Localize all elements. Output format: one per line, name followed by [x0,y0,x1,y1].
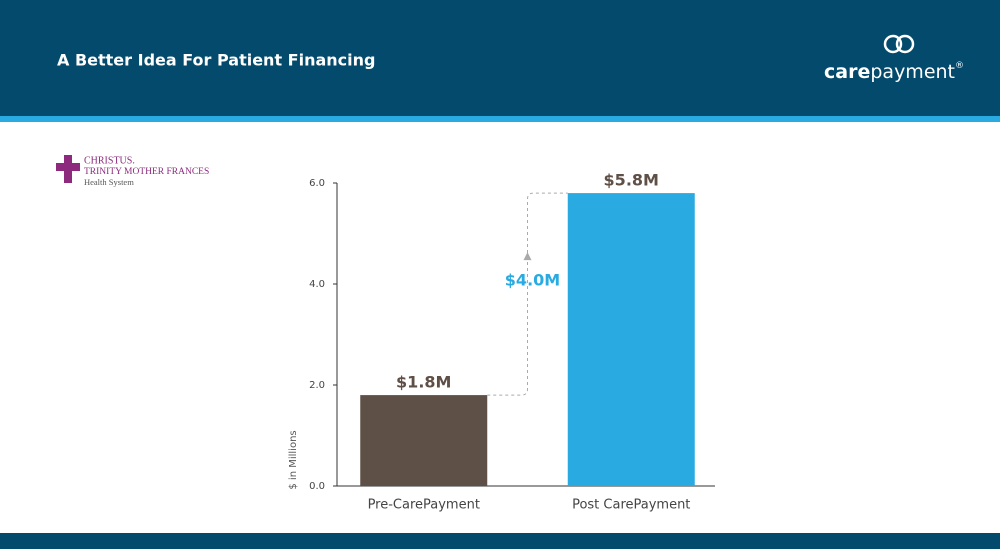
header-stripe [0,116,1000,122]
difference-label: $4.0M [505,271,560,290]
y-tick-label: 2.0 [309,380,325,391]
header-bar [0,0,1000,116]
client-line3: Health System [84,177,134,187]
brand-logo: carepayment® [824,34,964,83]
value-label: $1.8M [396,373,451,392]
value-label: $5.8M [604,171,659,190]
connector-arrow [523,252,532,261]
client-line2: TRINITY MOTHER FRANCES [84,167,209,177]
y-axis-label: $ in Millions [288,430,299,489]
brand-icon [895,34,915,54]
bar [567,193,695,486]
brand-bold: care [824,61,870,83]
y-tick-label: 4.0 [309,279,325,290]
client-name: CHRISTUS. [84,155,135,166]
x-tick-label: Pre-CarePayment [368,498,480,513]
slide-title: A Better Idea For Patient Financing [57,51,375,70]
client-logo: CHRISTUS. TRINITY MOTHER FRANCES Health … [56,155,209,187]
brand-rest: payment [870,61,955,83]
bar [360,395,488,486]
client-cross [56,155,80,183]
brand-mark: ® [955,61,964,71]
connector [487,192,568,396]
brand-icon [883,34,903,54]
y-tick-label: 0.0 [309,481,325,492]
brand-name: carepayment® [824,61,964,83]
footer-bar [0,533,1000,549]
y-tick-label: 6.0 [309,178,325,189]
x-tick-label: Post CarePayment [572,498,690,513]
